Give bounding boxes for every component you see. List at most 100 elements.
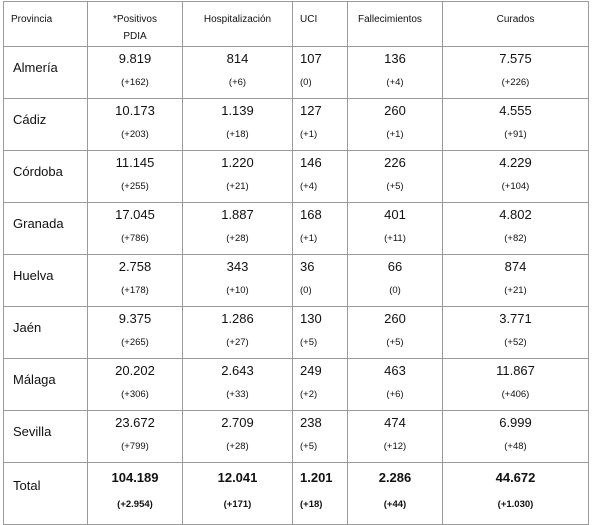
hospitalizacion-delta: (+18) [226, 129, 249, 140]
province-cell: Granada [3, 202, 88, 255]
positivos-value: 17.045 [115, 207, 155, 222]
hospitalizacion-delta: (+28) [226, 233, 249, 244]
fallecimientos-cell: 260 (+1) [347, 98, 443, 151]
uci-delta: (+1) [300, 129, 318, 140]
hospitalizacion-cell: 2.643 (+33) [182, 358, 293, 411]
positivos-cell: 104.189 (+2.954) [87, 462, 183, 525]
table-row: Cádiz 10.173 (+203) 1.139 (+18) 127 (+1)… [3, 98, 589, 151]
fallecimientos-delta: (+1) [386, 129, 404, 140]
positivos-cell: 10.173 (+203) [87, 98, 183, 151]
fallecimientos-value: 260 [384, 103, 406, 118]
curados-value: 874 [504, 259, 527, 274]
positivos-cell: 23.672 (+799) [87, 410, 183, 463]
fallecimientos-delta: (+5) [386, 181, 404, 192]
hospitalizacion-value: 343 [226, 259, 249, 274]
positivos-cell: 11.145 (+255) [87, 150, 183, 203]
table-row: Córdoba 11.145 (+255) 1.220 (+21) 146 (+… [3, 150, 589, 203]
uci-cell: 36 (0) [292, 254, 348, 307]
uci-cell: 238 (+5) [292, 410, 348, 463]
positivos-value: 104.189 [111, 470, 159, 485]
province-name: Granada [13, 216, 64, 231]
positivos-delta: (+306) [121, 389, 149, 400]
uci-value: 1.201 [300, 470, 333, 485]
positivos-delta: (+799) [121, 441, 149, 452]
table-row: Málaga 20.202 (+306) 2.643 (+33) 249 (+2… [3, 358, 589, 411]
curados-value: 4.802 [499, 207, 532, 222]
table-row: Granada 17.045 (+786) 1.887 (+28) 168 (+… [3, 202, 589, 255]
hospitalizacion-delta: (+33) [226, 389, 249, 400]
curados-cell: 4.802 (+82) [442, 202, 589, 255]
hospitalizacion-value: 1.139 [221, 103, 254, 118]
total-row: Total 104.189 (+2.954) 12.041 (+171) 1.2… [3, 462, 589, 525]
province-cell: Cádiz [3, 98, 88, 151]
header-fallecimientos: Fallecimientos [347, 1, 443, 47]
uci-value: 146 [300, 155, 322, 170]
curados-cell: 6.999 (+48) [442, 410, 589, 463]
uci-value: 36 [300, 259, 315, 274]
curados-value: 6.999 [499, 415, 532, 430]
curados-value: 3.771 [499, 311, 532, 326]
province-name: Almería [13, 60, 58, 75]
fallecimientos-cell: 66 (0) [347, 254, 443, 307]
curados-value: 44.672 [495, 470, 536, 485]
uci-delta: (+2) [300, 389, 318, 400]
province-cell: Jaén [3, 306, 88, 359]
uci-cell: 130 (+5) [292, 306, 348, 359]
hospitalizacion-value: 814 [226, 51, 249, 66]
positivos-cell: 9.819 (+162) [87, 46, 183, 99]
covid-province-table: Provincia *Positivos PDIA Hospitalizació… [3, 1, 589, 525]
fallecimientos-delta: (+11) [384, 233, 406, 244]
header-provincia: Provincia [3, 1, 88, 47]
fallecimientos-value: 66 [387, 259, 403, 274]
province-name: Jaén [13, 320, 42, 335]
uci-value: 238 [300, 415, 322, 430]
hospitalizacion-cell: 12.041 (+171) [182, 462, 293, 525]
header-uci: UCI [292, 1, 348, 47]
curados-delta: (+406) [501, 389, 530, 400]
hospitalizacion-delta: (+10) [226, 285, 249, 296]
province-name: Málaga [13, 372, 56, 387]
fallecimientos-delta: (0) [389, 285, 401, 296]
hospitalizacion-cell: 343 (+10) [182, 254, 293, 307]
hospitalizacion-value: 1.286 [221, 311, 254, 326]
table-row: Huelva 2.758 (+178) 343 (+10) 36 (0) 66 … [3, 254, 589, 307]
fallecimientos-delta: (+5) [386, 337, 404, 348]
curados-delta: (+1.030) [497, 499, 534, 510]
positivos-value: 23.672 [115, 415, 155, 430]
positivos-value: 2.758 [118, 259, 152, 274]
fallecimientos-delta: (+44) [383, 499, 407, 510]
uci-delta: (+4) [300, 181, 318, 192]
uci-value: 168 [300, 207, 322, 222]
curados-delta: (+91) [504, 129, 527, 140]
curados-cell: 4.555 (+91) [442, 98, 589, 151]
positivos-cell: 2.758 (+178) [87, 254, 183, 307]
positivos-delta: (+203) [121, 129, 149, 140]
fallecimientos-value: 2.286 [378, 470, 412, 485]
uci-cell: 127 (+1) [292, 98, 348, 151]
positivos-cell: 9.375 (+265) [87, 306, 183, 359]
fallecimientos-cell: 226 (+5) [347, 150, 443, 203]
hospitalizacion-value: 1.887 [221, 207, 254, 222]
header-positivos: *Positivos PDIA [87, 1, 183, 47]
hospitalizacion-value: 1.220 [221, 155, 254, 170]
curados-delta: (+226) [501, 77, 530, 88]
province-name: Huelva [13, 268, 54, 283]
fallecimientos-cell: 474 (+12) [347, 410, 443, 463]
curados-cell: 7.575 (+226) [442, 46, 589, 99]
positivos-value: 10.173 [115, 103, 155, 118]
hospitalizacion-value: 2.709 [221, 415, 254, 430]
fallecimientos-cell: 260 (+5) [347, 306, 443, 359]
positivos-delta: (+2.954) [117, 499, 153, 510]
table-body: Almería 9.819 (+162) 814 (+6) 107 (0) 13… [3, 46, 589, 525]
province-cell: Sevilla [3, 410, 88, 463]
hospitalizacion-cell: 1.887 (+28) [182, 202, 293, 255]
hospitalizacion-delta: (+28) [226, 441, 249, 452]
curados-delta: (+21) [504, 285, 527, 296]
positivos-delta: (+255) [121, 181, 149, 192]
uci-delta: (+1) [300, 233, 318, 244]
hospitalizacion-cell: 2.709 (+28) [182, 410, 293, 463]
curados-delta: (+48) [504, 441, 527, 452]
curados-cell: 11.867 (+406) [442, 358, 589, 411]
province-cell: Huelva [3, 254, 88, 307]
fallecimientos-cell: 2.286 (+44) [347, 462, 443, 525]
